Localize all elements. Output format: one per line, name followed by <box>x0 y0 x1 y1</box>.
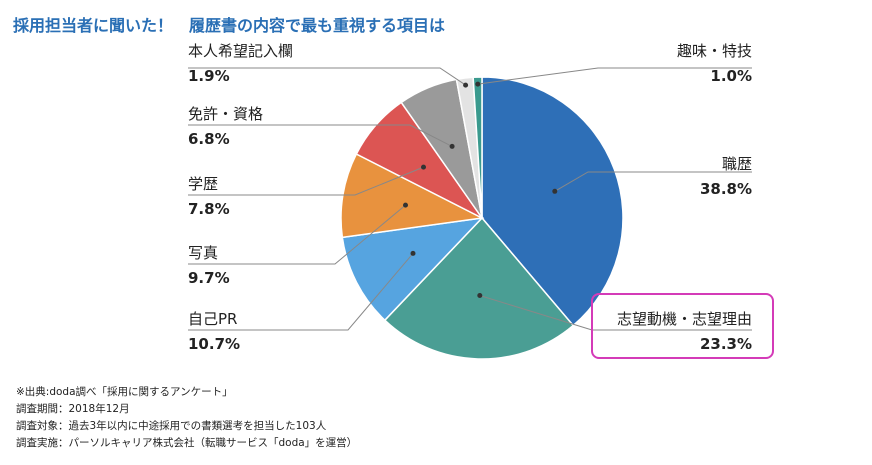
slice-label: 志望動機・志望理由 <box>617 310 752 328</box>
note-conducted: 調査実施：パーソルキャリア株式会社（転職サービス「doda」を運営） <box>16 437 358 449</box>
slice-label: 職歴 <box>722 155 752 173</box>
slice-label: 学歴 <box>188 175 218 193</box>
leader-line <box>188 166 424 196</box>
leader-line <box>188 204 406 265</box>
leader-dot <box>421 164 426 170</box>
leader-line <box>188 124 453 147</box>
slice-label: 自己PR <box>188 310 237 328</box>
pie-slice <box>383 216 575 360</box>
leader-line <box>188 253 414 331</box>
slice-value-label: 7.8% <box>188 200 230 218</box>
slice-label: 免許・資格 <box>188 105 263 123</box>
pie-slice <box>472 76 483 219</box>
chart-title: 採用担当者に聞いた！ 履歴書の内容で最も重視する項目は <box>13 16 446 35</box>
slice-value-label: 1.0% <box>710 67 752 85</box>
slice-label: 趣味・特技 <box>677 42 752 60</box>
leader-line <box>554 171 752 192</box>
source-notes: ※出典:doda調べ「採用に関するアンケート」 調査期間：2018年12月 調査… <box>16 384 357 452</box>
slice-value-label: 6.8% <box>188 130 230 148</box>
slice-value-label: 10.7% <box>188 335 240 353</box>
highlight-box <box>591 293 774 359</box>
note-target: 調査対象：過去3年以内に中途採用での書類選考を担当した103人 <box>16 420 327 432</box>
note-source: ※出典:doda調べ「採用に関するアンケート」 <box>16 386 233 398</box>
pie-slice <box>481 76 624 327</box>
slice-label: 本人希望記入欄 <box>188 42 293 60</box>
slice-label: 写真 <box>188 244 218 262</box>
pie-slice <box>341 216 485 322</box>
leader-dot <box>449 143 455 149</box>
slice-value-label: 38.8% <box>700 180 752 198</box>
leader-dot <box>410 250 416 256</box>
leader-dot <box>463 82 469 88</box>
slice-value-label: 1.9% <box>188 67 230 85</box>
leader-dot <box>477 293 483 298</box>
leader-line <box>188 67 466 86</box>
leader-dot <box>403 202 408 208</box>
leader-dot <box>552 188 558 194</box>
leader-dot <box>475 81 481 87</box>
note-period: 調査期間：2018年12月 <box>16 403 130 415</box>
slice-value-label: 23.3% <box>700 335 752 353</box>
slice-value-label: 9.7% <box>188 269 230 287</box>
leader-line <box>477 67 752 85</box>
